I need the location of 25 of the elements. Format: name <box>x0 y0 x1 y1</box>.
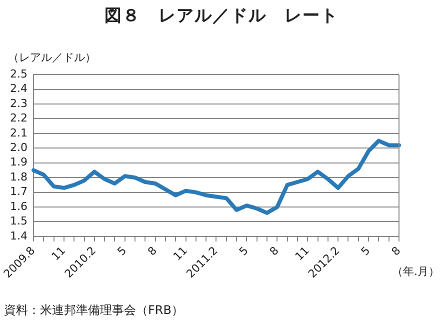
y-tick-label: 1.7 <box>10 185 28 198</box>
x-tick-label: 5 <box>114 244 130 258</box>
y-tick-label: 2.0 <box>10 141 28 154</box>
x-tick-label: 11 <box>170 244 190 264</box>
y-tick-label: 2.2 <box>10 112 28 125</box>
x-tick-label: 5 <box>358 244 373 258</box>
x-tick-label: 8 <box>145 244 160 258</box>
chart-title: 図８ レアル／ドル レート <box>104 5 340 27</box>
x-tick-label: 5 <box>236 244 251 258</box>
x-axis-title: （年.月） <box>392 264 440 279</box>
y-tick-label: 1.6 <box>10 200 28 213</box>
y-tick-label: 1.4 <box>10 229 28 242</box>
y-tick-label: 2.4 <box>10 82 28 96</box>
y-tick-label: 1.5 <box>10 214 28 228</box>
x-tick-label: 8 <box>267 244 282 258</box>
y-tick-label: 1.8 <box>10 170 28 184</box>
text: 資料：米連邦準備理事会（FRB） <box>4 302 184 319</box>
x-tick-label: 8 <box>389 244 404 258</box>
y-tick-label: 2.1 <box>10 126 28 140</box>
x-tick-label: 11 <box>292 244 312 264</box>
y-tick-label: 2.3 <box>10 96 28 110</box>
y-axis-title: （レアル／ドル） <box>8 50 96 65</box>
y-tick-label: 2.5 <box>10 67 28 80</box>
x-tick-label: 11 <box>49 244 68 264</box>
y-tick-label: 1.9 <box>10 156 28 169</box>
